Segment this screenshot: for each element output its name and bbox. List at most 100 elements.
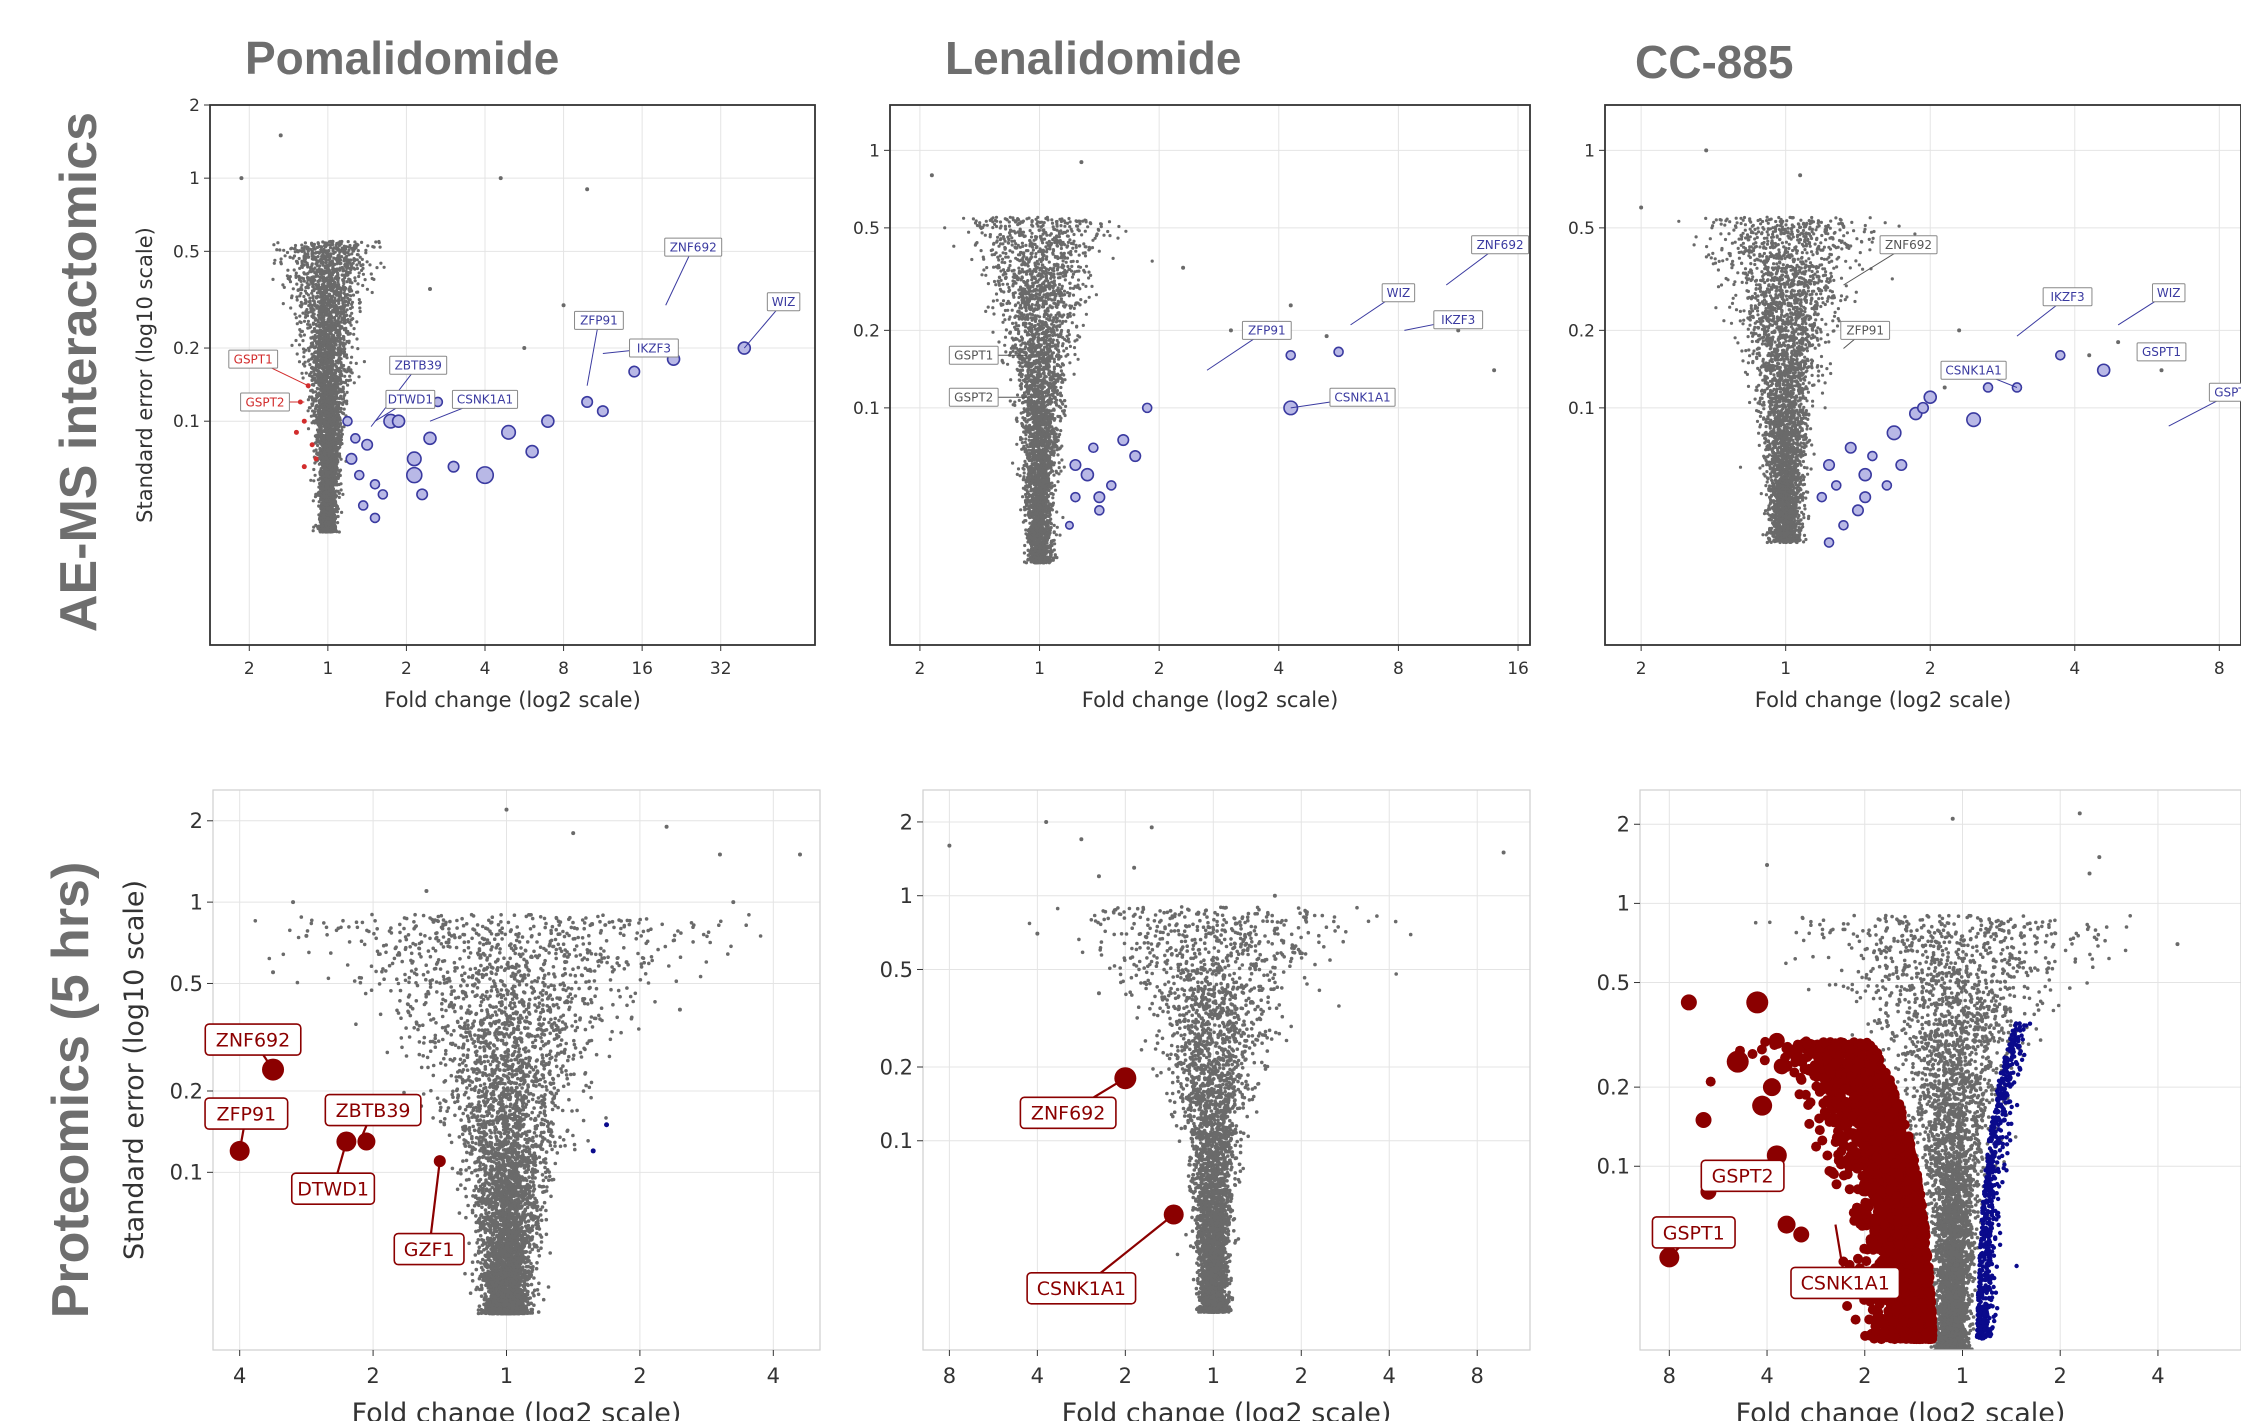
background-point (325, 301, 329, 305)
background-point (323, 279, 327, 283)
background-point (314, 373, 319, 377)
background-point (339, 457, 343, 461)
background-point (1093, 236, 1097, 240)
background-point (308, 372, 312, 376)
background-point (360, 240, 364, 244)
background-point (293, 246, 297, 250)
background-point (344, 245, 348, 249)
background-point (330, 338, 335, 342)
background-point (321, 253, 326, 257)
background-point (322, 247, 326, 251)
background-point (336, 241, 340, 245)
background-point (1016, 314, 1021, 318)
background-point (324, 455, 328, 460)
background-point (334, 275, 338, 279)
background-point (282, 285, 286, 289)
label-znf692: ZNF692 (664, 237, 723, 306)
background-point (1008, 215, 1012, 219)
background-point (331, 367, 335, 372)
background-point (334, 365, 339, 369)
background-point (362, 360, 366, 364)
background-point (326, 478, 330, 483)
background-point (310, 375, 314, 379)
background-point (310, 365, 314, 369)
background-point (332, 421, 336, 425)
background-point (325, 253, 329, 257)
background-point (272, 261, 276, 265)
background-point (315, 361, 319, 365)
background-point (316, 346, 321, 350)
background-point (300, 329, 304, 333)
background-point (1059, 246, 1063, 251)
background-point (328, 398, 332, 402)
background-point (294, 316, 298, 320)
background-point (328, 385, 332, 390)
background-point (313, 410, 317, 414)
background-point (305, 308, 309, 312)
background-point (322, 463, 326, 467)
background-point (339, 350, 343, 354)
background-point (351, 317, 355, 321)
background-point (325, 243, 329, 247)
background-point (356, 249, 360, 253)
background-point (319, 472, 323, 476)
background-point (1058, 391, 1062, 395)
background-point (358, 306, 362, 310)
background-point (342, 363, 346, 368)
background-point (319, 271, 323, 275)
background-point (349, 361, 353, 365)
background-point (278, 248, 282, 252)
background-point (333, 346, 337, 350)
background-point (312, 303, 316, 307)
enriched-point (342, 415, 353, 427)
background-point (324, 307, 328, 311)
background-point (306, 326, 310, 330)
background-point (335, 299, 339, 303)
label-text: ZNF692 (670, 241, 717, 255)
background-point (316, 443, 320, 448)
background-point (331, 430, 335, 434)
background-point (344, 303, 348, 307)
background-point (310, 254, 314, 258)
background-point (322, 515, 327, 519)
background-point (310, 402, 314, 406)
background-point (313, 407, 318, 411)
background-point (306, 311, 310, 315)
background-point (335, 411, 339, 415)
background-point (304, 313, 308, 317)
background-point (273, 258, 277, 262)
background-point (356, 282, 360, 286)
background-point (313, 271, 317, 275)
background-point (317, 504, 321, 508)
background-point (1094, 293, 1098, 297)
background-point (337, 530, 341, 534)
background-point (327, 337, 331, 342)
outlier-point (585, 187, 590, 192)
background-point (306, 427, 311, 431)
background-point (337, 243, 342, 247)
label-box (385, 389, 436, 409)
background-point (290, 343, 294, 347)
background-point (382, 265, 386, 269)
background-point (327, 522, 331, 527)
background-point (332, 495, 336, 499)
background-point (312, 257, 316, 261)
background-point (303, 245, 307, 249)
background-point (323, 443, 327, 447)
background-point (337, 430, 341, 434)
background-point (325, 448, 329, 452)
background-point (328, 305, 332, 309)
background-point (320, 419, 325, 423)
background-point (343, 393, 347, 397)
background-point (1050, 221, 1055, 225)
background-point (1067, 333, 1071, 337)
background-point (328, 246, 333, 250)
background-point (335, 259, 339, 263)
plot-area (929, 160, 1497, 565)
background-point (298, 266, 302, 270)
background-point (329, 262, 333, 267)
background-point (304, 285, 308, 290)
background-point (350, 345, 354, 349)
background-point (323, 241, 327, 245)
background-point (303, 315, 308, 319)
